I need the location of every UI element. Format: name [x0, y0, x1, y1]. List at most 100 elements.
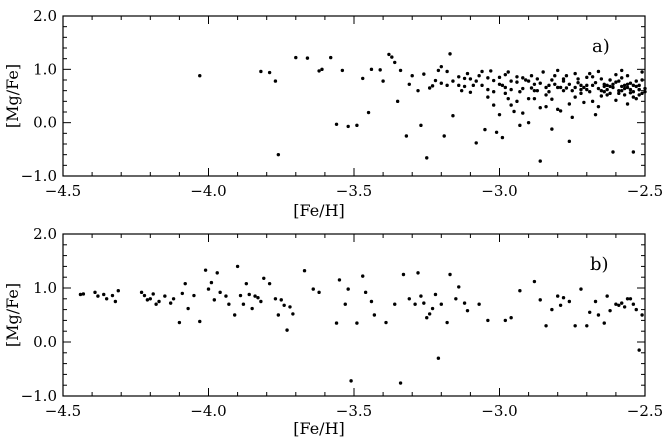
data-point — [311, 287, 315, 291]
x-axis-title: [Fe/H] — [293, 419, 345, 438]
data-point — [477, 74, 481, 78]
data-point — [480, 83, 484, 88]
data-point — [567, 82, 572, 86]
x-tick-label: −3.0 — [481, 402, 517, 420]
data-point — [378, 68, 382, 72]
y-tick-label: 2.0 — [33, 7, 57, 25]
data-point — [151, 292, 155, 296]
data-point — [556, 107, 560, 112]
data-point — [544, 93, 548, 97]
data-point — [593, 80, 598, 85]
data-point — [611, 82, 615, 86]
data-point — [614, 98, 618, 102]
x-tick-label: −3.5 — [336, 182, 372, 200]
data-point — [558, 109, 563, 113]
data-point — [602, 90, 606, 94]
data-point — [585, 83, 589, 88]
data-point — [407, 297, 411, 301]
data-point — [526, 79, 531, 83]
data-point — [337, 278, 342, 282]
data-point — [500, 83, 505, 88]
data-point — [81, 292, 86, 296]
data-point — [509, 316, 513, 320]
data-point — [462, 84, 467, 89]
data-point — [585, 324, 589, 328]
data-point — [198, 319, 202, 324]
y-tick-label: 1.0 — [33, 279, 57, 297]
data-point — [227, 302, 231, 306]
data-point — [439, 64, 443, 69]
data-point — [605, 83, 609, 88]
data-point — [625, 297, 630, 301]
data-point — [617, 88, 621, 93]
data-point — [620, 301, 624, 305]
data-point — [631, 95, 636, 99]
data-point — [614, 80, 618, 84]
data-point — [625, 74, 630, 78]
data-point — [529, 86, 534, 90]
data-point — [579, 287, 583, 291]
data-point — [634, 96, 638, 101]
data-point — [506, 96, 510, 101]
data-point — [422, 72, 426, 76]
data-point — [462, 76, 467, 81]
data-point — [203, 268, 208, 272]
data-point — [486, 76, 490, 80]
y-tick-label: −1.0 — [21, 387, 57, 405]
data-point — [232, 313, 237, 317]
data-point — [262, 276, 266, 280]
data-point — [366, 110, 371, 115]
data-point — [491, 103, 496, 107]
data-point — [480, 69, 484, 74]
data-point — [631, 83, 636, 88]
data-point — [457, 285, 461, 289]
data-point — [640, 91, 644, 96]
data-point — [288, 305, 292, 309]
y-tick-label: 0.0 — [33, 333, 57, 351]
data-point — [416, 88, 420, 93]
data-point — [445, 83, 449, 88]
data-point — [474, 79, 478, 83]
data-point — [398, 381, 403, 385]
data-point — [556, 85, 560, 90]
data-point — [526, 96, 531, 101]
data-point — [523, 78, 528, 82]
y-axis-title: [Mg/Fe] — [3, 283, 22, 347]
data-point — [276, 313, 281, 317]
x-tick-label: −4.5 — [45, 182, 81, 200]
data-point — [474, 141, 478, 145]
data-point — [430, 306, 435, 311]
data-point — [253, 294, 257, 298]
data-point — [570, 88, 574, 93]
data-point — [637, 87, 641, 92]
x-tick-label: −3.5 — [336, 402, 372, 420]
data-point — [486, 87, 490, 92]
data-point — [588, 310, 592, 314]
data-point — [506, 70, 510, 74]
data-point — [556, 68, 560, 73]
data-point — [561, 88, 566, 93]
data-point — [329, 55, 333, 60]
data-point — [596, 86, 601, 91]
data-point — [585, 75, 589, 80]
data-point — [276, 152, 281, 157]
data-point — [605, 294, 609, 298]
data-point — [573, 324, 577, 328]
data-point — [605, 87, 609, 92]
data-point — [224, 294, 228, 298]
data-point — [558, 303, 563, 307]
x-tick-label: −4.0 — [190, 402, 226, 420]
data-point — [177, 320, 182, 325]
data-point — [538, 159, 542, 163]
data-point — [215, 271, 219, 275]
data-point — [640, 313, 644, 317]
data-point — [163, 294, 167, 298]
data-point — [477, 302, 481, 306]
data-point — [640, 78, 644, 82]
data-point — [102, 292, 106, 297]
data-point — [509, 79, 513, 83]
data-point — [404, 134, 409, 138]
data-point — [142, 293, 147, 298]
data-point — [608, 84, 612, 89]
data-point — [631, 90, 636, 94]
